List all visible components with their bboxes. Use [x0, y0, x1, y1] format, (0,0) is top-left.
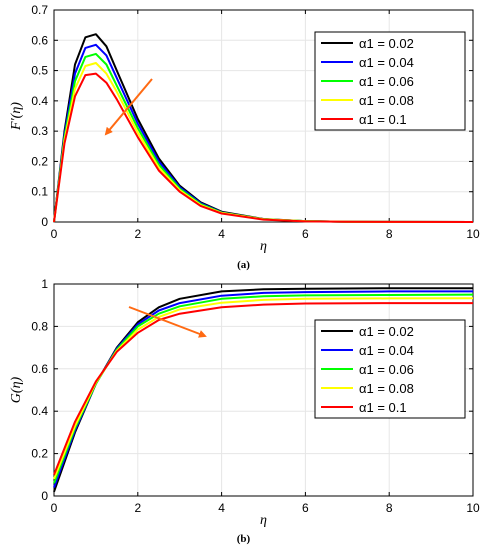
panel-b: 0 2 4 6 8 10 0 0.2 0.4 0.6 0.8 1 α1 = 0.02 α1 = 0.04 α…	[9, 277, 480, 545]
panel-a-x-axis-label: η	[260, 239, 267, 254]
panel-a-x-tick-label: 4	[218, 227, 225, 241]
panel-a-legend-label-0: α1 = 0.02	[359, 36, 414, 51]
panel-a-y-axis-label: F′(η)	[9, 102, 24, 131]
panel-a-y-tick-label: 0.1	[31, 185, 48, 199]
panel-b-x-tick-label: 0	[51, 501, 58, 515]
panel-b-legend-label-4: α1 = 0.1	[359, 400, 407, 415]
panel-a-legend-label-4: α1 = 0.1	[359, 112, 407, 127]
panel-b-legend-label-3: α1 = 0.08	[359, 381, 414, 396]
panel-b-x-tick-label: 2	[134, 501, 141, 515]
panel-b-x-tick-label: 10	[466, 501, 480, 515]
panel-a-x-tick-label: 0	[51, 227, 58, 241]
panel-a-y-tick-label: 0.6	[31, 33, 48, 47]
panel-a-x-tick-label: 2	[134, 227, 141, 241]
panel-b-x-tick-label: 6	[302, 501, 309, 515]
panel-b-legend-label-1: α1 = 0.04	[359, 343, 414, 358]
panel-b-y-tick-label: 0.2	[31, 447, 48, 461]
panel-a-x-tick-label: 8	[386, 227, 393, 241]
panel-a-axes-box	[53, 9, 474, 223]
panel-a-y-tick-label: 0.2	[31, 154, 48, 168]
panel-a-y-tick-label: 0.4	[31, 94, 48, 108]
panel-a-y-tick-label: 0.5	[31, 64, 48, 78]
panel-a-y-tick-label: 0.3	[31, 124, 48, 138]
panel-b-x-axis-label: η	[260, 513, 267, 528]
panel-b-y-tick-label: 0.4	[31, 404, 48, 418]
panel-a-legend-label-2: α1 = 0.06	[359, 74, 414, 89]
panel-a-x-tick-label: 6	[302, 227, 309, 241]
panel-b-y-axis-label: G(η)	[9, 376, 24, 403]
panel-b-y-tick-label: 0.8	[31, 319, 48, 333]
panel-a-legend-label-1: α1 = 0.04	[359, 55, 414, 70]
panel-b-trend-arrow	[128, 306, 207, 338]
panel-b-x-tick-label: 4	[218, 501, 225, 515]
panel-b-y-tick-label: 0.6	[31, 362, 48, 376]
panel-b-y-tick-label: 1	[41, 277, 48, 291]
panel-b-axes-box	[53, 283, 474, 497]
panel-a-series-line-4	[53, 72, 474, 223]
panel-a-legend-label-3: α1 = 0.08	[359, 93, 414, 108]
panel-a-trend-arrow	[104, 78, 153, 136]
panel-b-x-tick-label: 8	[386, 501, 393, 515]
panel-a-caption: (a)	[237, 259, 250, 271]
panel-b-y-tick-label: 0	[41, 489, 48, 503]
panel-b-caption: (b)	[237, 533, 251, 545]
panel-b-legend-label-2: α1 = 0.06	[359, 362, 414, 377]
panel-a: 0 2 4 6 8 10 0 0.1 0.2 0.3 0.4 0.5 0.6 0.7 α1 = 0.02 α1…	[9, 3, 480, 271]
panel-a-y-tick-label: 0.7	[31, 3, 48, 17]
panel-a-y-tick-label: 0	[41, 215, 48, 229]
panel-b-legend-label-0: α1 = 0.02	[359, 324, 414, 339]
panel-b-series-line-4	[53, 302, 473, 476]
panel-a-x-tick-label: 10	[466, 227, 480, 241]
